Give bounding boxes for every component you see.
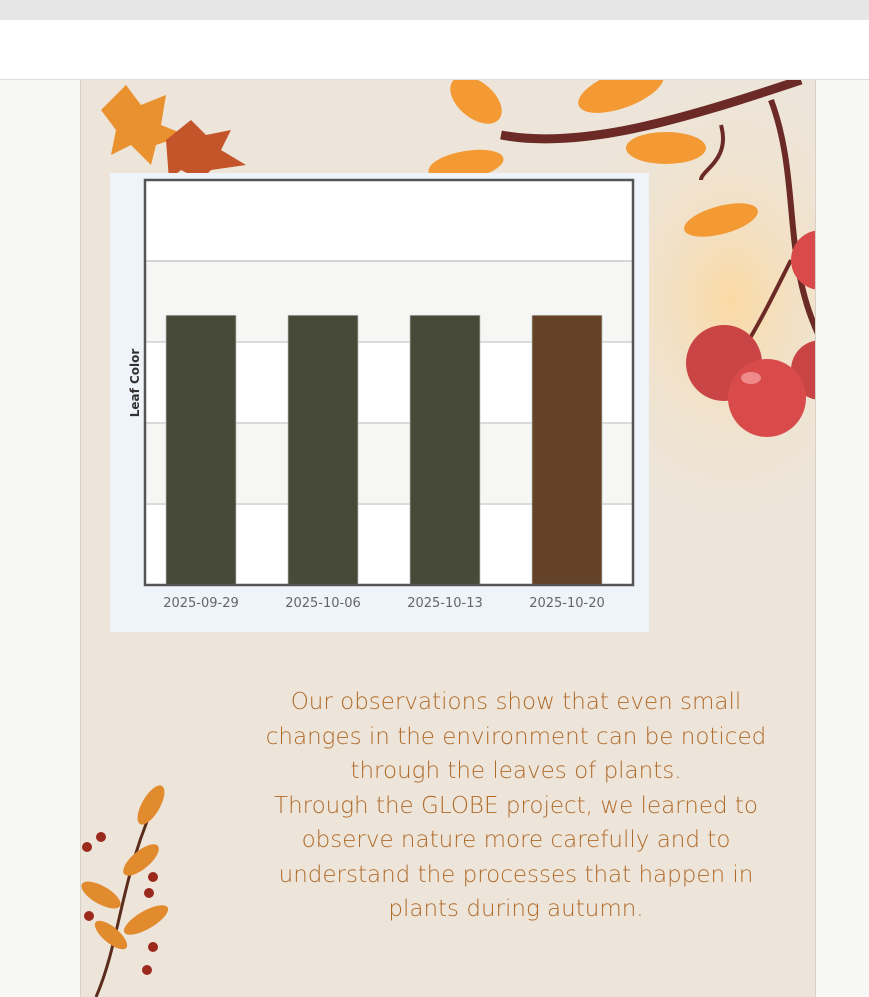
grid-band <box>145 180 633 261</box>
x-tick-label: 2025-09-29 <box>163 596 239 611</box>
caption-line: observe nature more carefully and to <box>301 827 731 853</box>
page-header <box>0 20 869 80</box>
x-tick-label: 2025-10-06 <box>285 596 361 611</box>
berries-icon <box>686 230 815 437</box>
x-tick-label: 2025-10-20 <box>529 596 605 611</box>
content-column: Leaf Color 2025-09-29 2025-10-06 2025-10-1… <box>80 80 816 997</box>
observation-caption: Our observations show that even small ch… <box>231 685 801 927</box>
plot-frame <box>143 178 635 587</box>
bar-2025-10-20 <box>531 314 603 586</box>
caption-line: understand the processes that happen in <box>278 861 754 888</box>
leaf-color-chart: Leaf Color 2025-09-29 2025-10-06 2025-10-1… <box>110 173 649 632</box>
caption-line: through the leaves of plants. <box>350 758 682 784</box>
maple-leaves-icon <box>101 85 246 180</box>
browser-top-bar <box>0 0 869 20</box>
caption-line: Through the GLOBE project, we learned to <box>274 792 758 819</box>
chart-svg: Leaf Color 2025-09-29 2025-10-06 2025-10-1… <box>128 178 635 611</box>
bar-2025-10-06 <box>287 314 359 586</box>
y-axis-label: Leaf Color <box>128 349 142 418</box>
bar-2025-09-29 <box>165 314 237 586</box>
x-tick-label: 2025-10-13 <box>407 596 483 611</box>
branch-icon <box>428 80 815 347</box>
caption-line: plants during autumn. <box>388 896 644 922</box>
leaf-sprig-icon <box>81 785 169 997</box>
caption-line: changes in the environment can be notice… <box>265 723 767 750</box>
caption-line: Our observations show that even small <box>290 689 742 715</box>
bar-2025-10-13 <box>409 314 481 586</box>
